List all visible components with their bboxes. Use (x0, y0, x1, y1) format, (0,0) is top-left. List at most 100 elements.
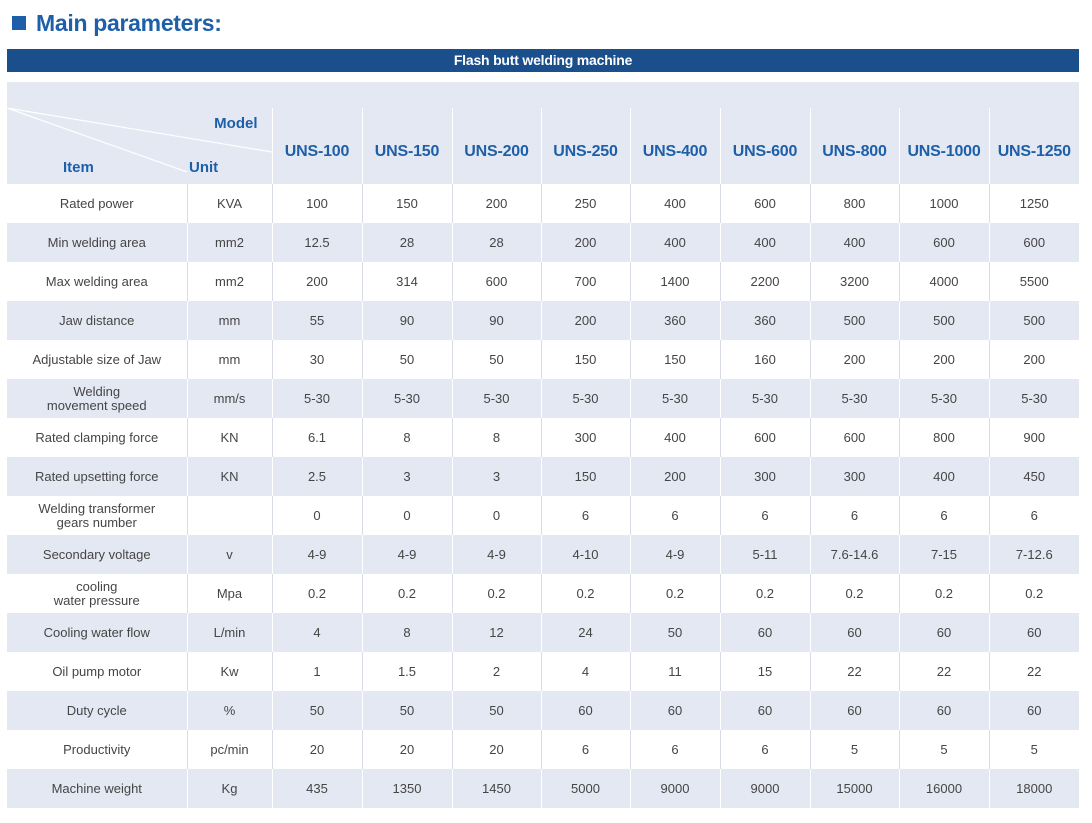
table-row: Productivity pc/min 20 20 20 6 6 6 5 5 5 (7, 730, 1079, 769)
value-cell: 400 (630, 223, 721, 262)
model-label: Model (214, 115, 258, 132)
value-cell: 600 (452, 262, 542, 301)
unit-cell: Kg (187, 769, 273, 808)
value-cell: 900 (989, 418, 1079, 457)
model-header-cell: UNS-800 (810, 108, 900, 184)
value-cell: 9000 (630, 769, 721, 808)
value-cell: 50 (452, 691, 542, 730)
value-cell: 435 (272, 769, 363, 808)
value-cell: 360 (630, 301, 721, 340)
item-text-line: cooling (76, 578, 118, 594)
value-cell: 5000 (541, 769, 631, 808)
value-cell: 600 (720, 184, 811, 223)
value-cell: 150 (541, 340, 631, 379)
unit-cell: mm/s (187, 379, 273, 418)
value-cell: 4-9 (362, 535, 453, 574)
value-cell: 0.2 (452, 574, 542, 613)
unit-cell: v (187, 535, 273, 574)
value-cell: 200 (630, 457, 721, 496)
value-cell: 6 (810, 496, 900, 535)
value-cell: 5-30 (541, 379, 631, 418)
value-cell: 1 (272, 652, 363, 691)
item-cell: Cooling water flow (7, 613, 188, 652)
value-cell: 6 (630, 730, 721, 769)
value-cell: 1250 (989, 184, 1079, 223)
value-cell: 6 (720, 730, 811, 769)
value-cell: 5-30 (810, 379, 900, 418)
value-cell: 300 (720, 457, 811, 496)
value-cell: 0.2 (899, 574, 990, 613)
value-cell: 6.1 (272, 418, 363, 457)
value-cell: 5 (899, 730, 990, 769)
value-cell: 11 (630, 652, 721, 691)
unit-cell: KN (187, 418, 273, 457)
unit-cell (187, 496, 273, 535)
item-text-line: Rated clamping force (35, 429, 159, 445)
value-cell: 6 (720, 496, 811, 535)
value-cell: 6 (899, 496, 990, 535)
value-cell: 800 (899, 418, 990, 457)
value-cell: 3 (362, 457, 453, 496)
value-cell: 150 (541, 457, 631, 496)
value-cell: 250 (541, 184, 631, 223)
value-cell: 0 (362, 496, 453, 535)
table-row: Duty cycle% 50 50 50 60 60 60 60 60 60 (7, 691, 1079, 730)
item-cell: Jaw distance (7, 301, 188, 340)
model-header-cell: UNS-150 (362, 108, 453, 184)
value-cell: 22 (989, 652, 1079, 691)
table-row: Max welding area mm2 200 314 600 700 1400 2200 3… (7, 262, 1079, 301)
value-cell: 500 (899, 301, 990, 340)
table-row: cooling water pressure Mpa 0.2 0.2 0.2 0.2 0.2 0… (7, 574, 1079, 613)
value-cell: 5-30 (630, 379, 721, 418)
value-cell: 200 (810, 340, 900, 379)
item-text-line: gears number (56, 514, 137, 530)
value-cell: 9000 (720, 769, 811, 808)
value-cell: 200 (541, 301, 631, 340)
value-cell: 0.2 (810, 574, 900, 613)
value-cell: 800 (810, 184, 900, 223)
item-cell: Secondary voltage (7, 535, 188, 574)
unit-cell: % (187, 691, 273, 730)
value-cell: 50 (452, 340, 542, 379)
item-text-line: Oil pump motor (52, 663, 142, 679)
value-cell: 22 (899, 652, 990, 691)
value-cell: 8 (362, 613, 453, 652)
value-cell: 1450 (452, 769, 542, 808)
value-cell: 400 (899, 457, 990, 496)
value-cell: 5-30 (272, 379, 363, 418)
item-text-line: Duty cycle (66, 702, 127, 718)
item-text-line: Jaw distance (59, 312, 135, 328)
value-cell: 12 (452, 613, 542, 652)
value-cell: 60 (630, 691, 721, 730)
value-cell: 60 (810, 691, 900, 730)
value-cell: 6 (541, 496, 631, 535)
corner-header-cell: Model Item Unit (7, 108, 273, 184)
value-cell: 160 (720, 340, 811, 379)
value-cell: 20 (272, 730, 363, 769)
value-cell: 60 (541, 691, 631, 730)
unit-cell: KN (187, 457, 273, 496)
value-cell: 3200 (810, 262, 900, 301)
value-cell: 300 (541, 418, 631, 457)
table-row: Oil pump motor Kw 1 1.5 2 4 11 15 22 22 22 (7, 652, 1079, 691)
item-text-line: Welding (73, 383, 121, 399)
value-cell: 1000 (899, 184, 990, 223)
unit-cell: pc/min (187, 730, 273, 769)
value-cell: 500 (989, 301, 1079, 340)
value-cell: 6 (541, 730, 631, 769)
item-cell: Min welding area (7, 223, 188, 262)
item-cell: Welding transformer gears number (7, 496, 188, 535)
value-cell: 450 (989, 457, 1079, 496)
value-cell: 0.2 (989, 574, 1079, 613)
value-cell: 22 (810, 652, 900, 691)
value-cell: 5500 (989, 262, 1079, 301)
value-cell: 50 (630, 613, 721, 652)
item-text-line: Max welding area (45, 273, 148, 289)
model-header-cell: UNS-400 (630, 108, 721, 184)
value-cell: 60 (720, 691, 811, 730)
value-cell: 15 (720, 652, 811, 691)
value-cell: 200 (989, 340, 1079, 379)
unit-cell: mm (187, 301, 273, 340)
table-row: Secondary voltage v 4-9 4-9 4-9 4-10 4-9 5-11 7.… (7, 535, 1079, 574)
item-text-line: Machine weight (51, 780, 142, 796)
